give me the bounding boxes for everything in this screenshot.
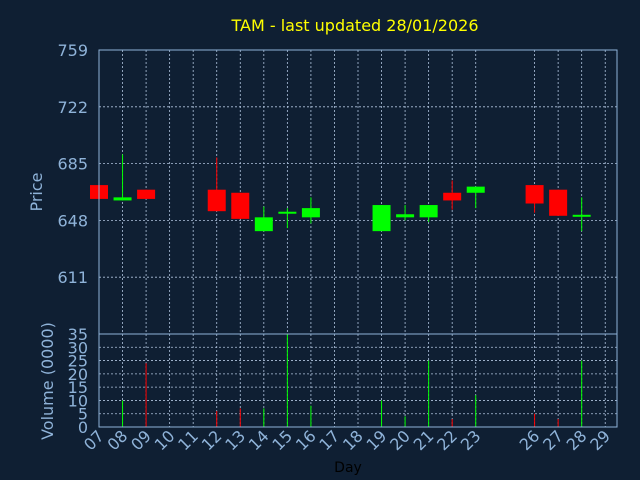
volume-axis-label: Volume (0000) [38, 322, 57, 440]
candle-body-up [466, 186, 485, 193]
candle-body-down [207, 189, 226, 212]
volume-tick-label: 35 [68, 325, 88, 344]
x-axis-label: Day [334, 460, 362, 476]
candle-body-down [231, 192, 250, 219]
candle-body-up [254, 217, 273, 232]
volume-tick-label: 30 [68, 338, 88, 357]
price-tick-label: 722 [57, 98, 88, 117]
volume-tick-label: 5 [78, 405, 88, 424]
volume-tick-label: 10 [68, 391, 88, 410]
candle-body-up [278, 211, 297, 214]
candles [90, 154, 591, 232]
price-tick-label: 759 [57, 41, 88, 60]
candle-body-up [396, 214, 415, 218]
volume-tick-label: 25 [68, 352, 88, 371]
volume-bars [122, 334, 583, 427]
candle-body-up [419, 205, 438, 218]
volume-tick-label: 15 [68, 378, 88, 397]
price-tick-label: 611 [57, 268, 88, 287]
price-tick-label: 648 [57, 211, 88, 230]
price-axis-label: Price [27, 172, 46, 211]
candle-body-up [372, 205, 391, 232]
candle-body-up [301, 208, 320, 218]
volume-tick-label: 20 [68, 365, 88, 384]
price-y-ticks: 759 722 685 648 611 [57, 41, 88, 287]
candle-body-up [572, 214, 591, 217]
candle-body-down [137, 189, 156, 199]
chart-title: TAM - last updated 28/01/2026 [230, 16, 478, 35]
volume-tick-label: 0 [78, 418, 88, 437]
candle-body-up [113, 197, 132, 201]
price-tick-label: 685 [57, 155, 88, 174]
candle-body-down [525, 185, 544, 204]
candle-body-down [549, 189, 568, 216]
candle-body-down [443, 192, 462, 201]
volume-panel-frame [98, 333, 618, 428]
